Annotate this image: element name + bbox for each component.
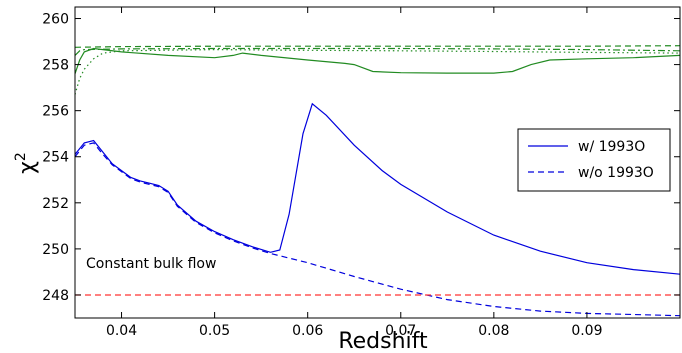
series-line-2-solid (74, 47, 681, 74)
y-tick-label: 252 (42, 196, 69, 212)
series-line-5-dotted (74, 48, 681, 95)
legend-box (517, 128, 671, 192)
y-tick-label: 256 (42, 104, 69, 120)
y-tick-label: 258 (42, 58, 69, 74)
series-line-3-dashed (74, 45, 681, 48)
legend: w/ 1993O w/o 1993O (517, 128, 671, 192)
x-tick-label: 0.05 (199, 323, 230, 339)
svg-text:χ2: χ2 (13, 152, 40, 174)
y-tick-label: 248 (42, 288, 69, 304)
x-tick-label: 0.09 (571, 323, 602, 339)
plot-curves (74, 45, 681, 317)
series-line-4-dashdot (74, 47, 681, 56)
y-tick-label: 260 (42, 12, 69, 28)
series-line-0-solid (74, 102, 681, 275)
y-tick-label: 254 (42, 150, 69, 166)
constant-bulk-flow-label: Constant bulk flow (86, 256, 216, 272)
y-axis-label: χ (15, 161, 40, 174)
y-tick-label: 250 (42, 242, 69, 258)
y-axis-ticks: 248 250 252 254 256 258 260 (42, 12, 680, 304)
x-tick-label: 0.04 (106, 323, 137, 339)
legend-label-without-1993o: w/o 1993O (578, 165, 654, 181)
x-axis-label: Redshift (338, 329, 428, 353)
legend-label-with-1993o: w/ 1993O (578, 139, 645, 155)
x-tick-label: 0.07 (385, 323, 416, 339)
y-axis-label-superscript: 2 (13, 152, 29, 161)
plot-frame (74, 6, 681, 319)
x-tick-label: 0.08 (478, 323, 509, 339)
y-axis-label-group: χ2 (13, 152, 40, 174)
x-tick-label: 0.06 (292, 323, 323, 339)
x-axis-ticks: 0.04 0.05 0.06 0.07 0.08 0.09 (106, 7, 603, 339)
series-line-1-dashed (74, 142, 681, 317)
